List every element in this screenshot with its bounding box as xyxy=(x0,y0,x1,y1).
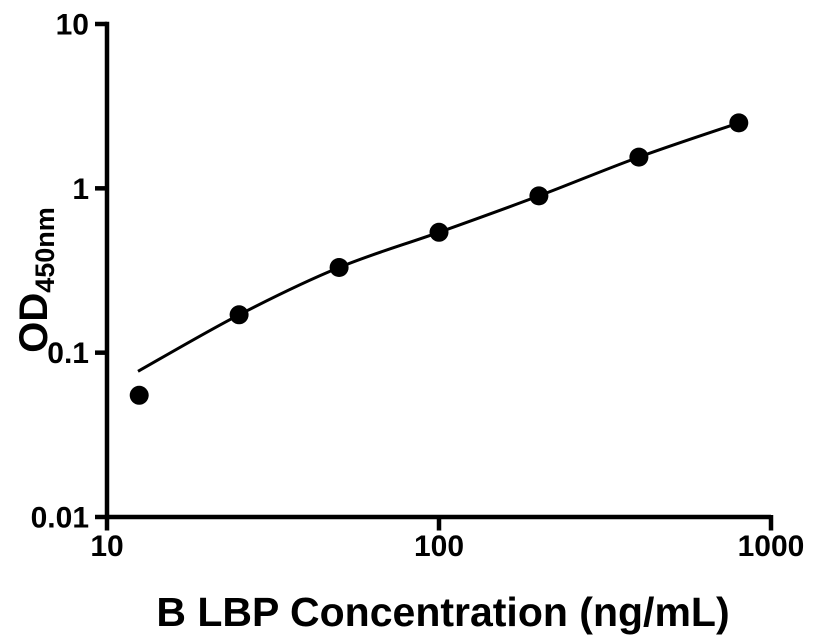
y-tick-label: 1 xyxy=(72,173,89,206)
x-tick-label: 10 xyxy=(90,530,123,563)
data-point xyxy=(329,258,349,277)
data-point xyxy=(229,305,249,325)
data-point xyxy=(729,113,749,133)
x-tick-label: 100 xyxy=(414,530,464,563)
data-point xyxy=(129,385,149,405)
data-point xyxy=(629,147,649,167)
y-tick-label: 10 xyxy=(56,9,89,42)
x-tick-label: 1000 xyxy=(738,530,805,563)
data-point xyxy=(529,186,549,206)
x-axis-label: B LBP Concentration (ng/mL) xyxy=(156,589,729,635)
axis-spines xyxy=(104,21,771,520)
data-point xyxy=(429,222,449,242)
y-axis-label: OD450nm xyxy=(12,207,60,353)
y-axis-label-main: OD xyxy=(12,293,56,353)
y-tick-label: 0.1 xyxy=(47,337,89,370)
standard-curve-fit-line xyxy=(137,121,740,373)
y-axis-label-subscript: 450nm xyxy=(30,207,60,293)
y-tick-label: 0.01 xyxy=(31,502,89,535)
